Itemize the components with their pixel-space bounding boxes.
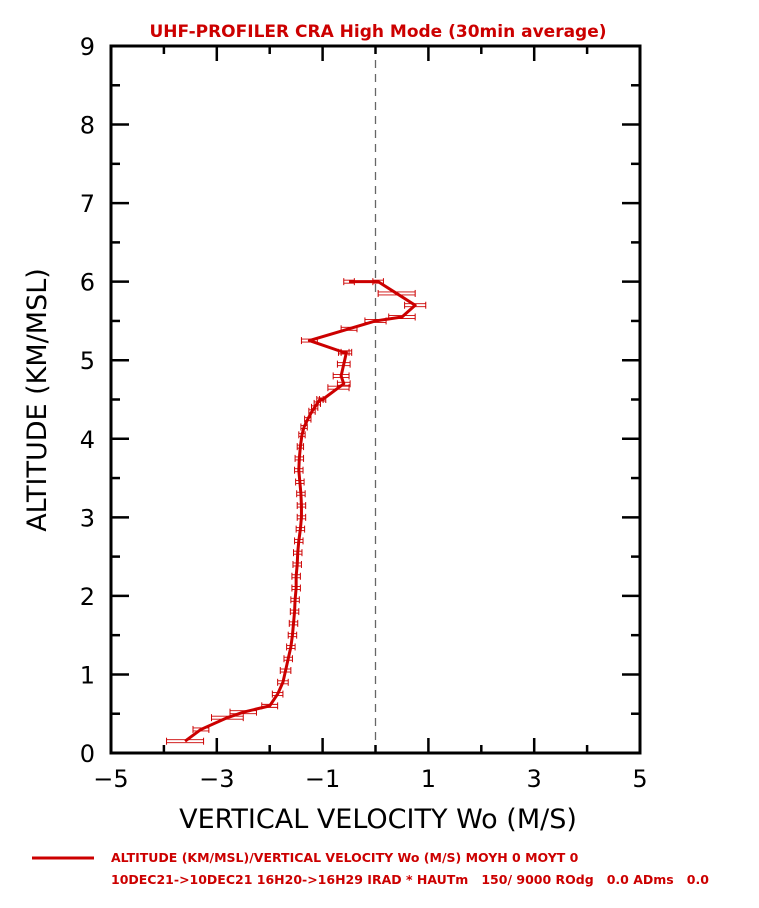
legend-line-2: 10DEC21->10DEC21 16H20->16H29 IRAD * HAU… — [111, 872, 709, 887]
x-tick-label: −3 — [199, 765, 234, 793]
legend: ALTITUDE (KM/MSL)/VERTICAL VELOCITY Wo (… — [32, 850, 709, 887]
error-bar — [295, 525, 306, 533]
y-tick-label: 7 — [80, 190, 95, 218]
y-tick-label: 6 — [80, 269, 95, 297]
x-tick-label: −5 — [93, 765, 128, 793]
x-axis-ticks: −5 −3 −1 1 3 5 — [93, 46, 648, 793]
x-axis-label: VERTICAL VELOCITY Wo (M/S) — [179, 804, 577, 835]
y-axis-label: ALTITUDE (KM/MSL) — [22, 268, 53, 532]
error-bars — [166, 278, 427, 745]
y-tick-label: 9 — [80, 33, 95, 61]
x-tick-label: 5 — [632, 765, 647, 793]
x-tick-label: −1 — [305, 765, 340, 793]
plot-area: −5 −3 −1 1 3 5 0 1 2 3 4 5 6 7 8 9 — [80, 33, 648, 793]
legend-line-1: ALTITUDE (KM/MSL)/VERTICAL VELOCITY Wo (… — [111, 850, 579, 865]
y-tick-label: 8 — [80, 112, 95, 140]
y-tick-label: 3 — [80, 504, 95, 532]
chart-title: UHF-PROFILER CRA High Mode (30min averag… — [149, 22, 606, 42]
y-tick-label: 0 — [80, 740, 95, 768]
y-tick-label: 2 — [80, 583, 95, 611]
x-tick-label: 3 — [527, 765, 542, 793]
x-tick-label: 1 — [421, 765, 436, 793]
series-line — [184, 280, 417, 743]
y-axis-ticks: 0 1 2 3 4 5 6 7 8 9 — [80, 33, 640, 768]
y-tick-label: 4 — [80, 426, 95, 454]
y-tick-label: 1 — [80, 661, 95, 689]
y-tick-label: 5 — [80, 347, 95, 375]
